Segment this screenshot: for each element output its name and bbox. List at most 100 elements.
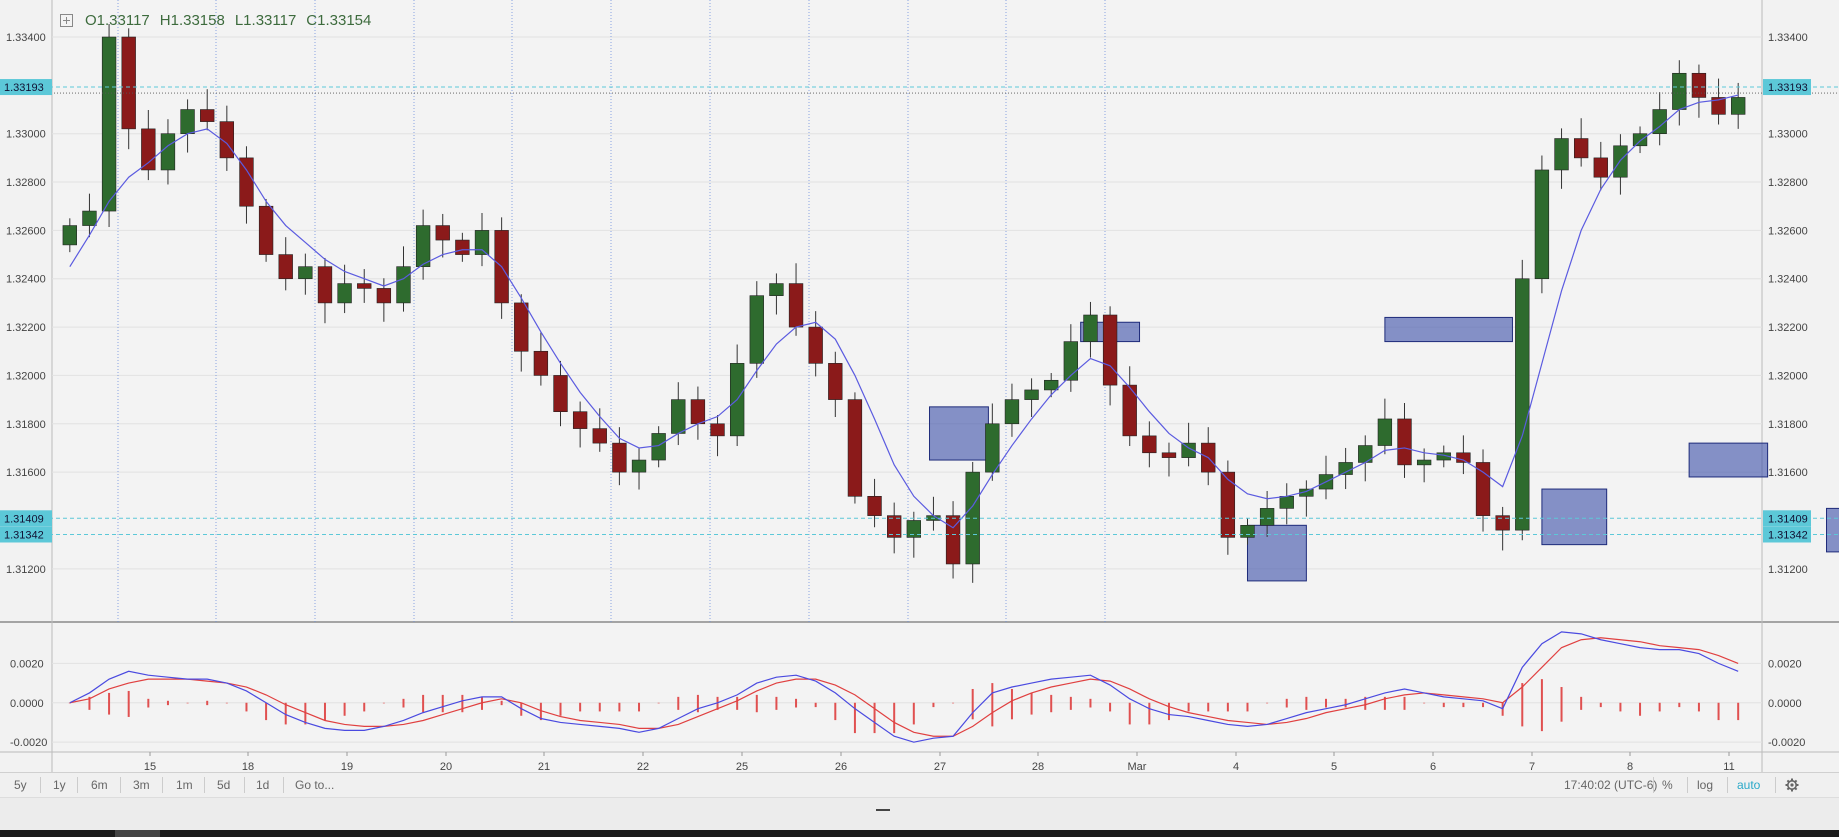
macd-histogram-bar — [638, 702, 641, 712]
macd-histogram-bar — [186, 702, 189, 704]
macd-histogram-bar — [441, 694, 444, 713]
bull-candle — [474, 230, 490, 255]
macd-histogram-bar — [1717, 702, 1720, 721]
bear-candle — [1456, 452, 1471, 463]
macd-tick-label-left: 0.0020 — [10, 658, 44, 670]
macd-histogram-bar — [736, 696, 739, 710]
price-tick-label-left: 1.33000 — [6, 129, 46, 141]
range-1y-button[interactable]: 1y — [53, 778, 66, 792]
bear-candle — [553, 375, 568, 412]
bull-candle — [631, 459, 647, 473]
macd-tick-label-left: 0.0000 — [10, 698, 44, 710]
bull-candle — [671, 399, 686, 434]
price-tick-label-left: 1.32400 — [6, 274, 46, 286]
macd-histogram-bar — [1128, 702, 1131, 725]
bear-candle — [710, 423, 725, 437]
macd-histogram-bar — [166, 700, 169, 706]
bull-candle — [985, 423, 1000, 473]
macd-histogram-bar — [1069, 696, 1072, 710]
macd-histogram-bar — [991, 683, 994, 727]
time-tick-label: 26 — [835, 761, 847, 772]
macd-histogram-bar — [1187, 702, 1190, 712]
price-tick-label-right: 1.31200 — [1768, 564, 1808, 576]
time-tick-label: 4 — [1233, 761, 1239, 772]
bear-candle — [141, 128, 156, 171]
macd-histogram-bar — [461, 694, 464, 713]
price-marker-left — [0, 526, 52, 543]
range-3m-button[interactable]: 3m — [133, 778, 150, 792]
bear-candle — [945, 515, 961, 565]
bear-candle — [572, 411, 588, 429]
bear-candle — [357, 283, 372, 289]
macd-histogram-bar — [402, 698, 405, 708]
time-tick-label: 5 — [1331, 761, 1337, 772]
bull-candle — [1632, 133, 1648, 147]
macd-histogram-bar — [598, 702, 601, 712]
settings-button[interactable] — [1785, 778, 1799, 795]
macd-histogram-bar — [1246, 702, 1249, 712]
auto-scale-toggle[interactable]: auto — [1737, 778, 1761, 792]
price-marker-label-right: 1.31409 — [1768, 513, 1808, 525]
goto-button[interactable]: Go to... — [295, 778, 335, 792]
bear-candle — [435, 225, 450, 241]
bear-candle — [239, 157, 254, 207]
range-5d-button[interactable]: 5d — [217, 778, 231, 792]
price-chart[interactable]: 1.33400 1.33400 1.33000 1.33000 1.32800 1.328… — [0, 0, 1839, 772]
bull-candle — [1652, 109, 1667, 135]
macd-histogram-bar — [382, 702, 385, 704]
collapse-handle[interactable] — [876, 809, 890, 811]
macd-histogram-bar — [1521, 683, 1524, 727]
bull-candle — [1613, 145, 1628, 178]
price-tick-label-right: 1.31600 — [1768, 467, 1808, 479]
macd-histogram-bar — [1226, 702, 1229, 712]
macd-histogram-bar — [1678, 702, 1681, 708]
bear-candle — [317, 266, 333, 304]
price-marker-right — [1763, 79, 1811, 96]
time-tick-label: 18 — [242, 761, 254, 772]
macd-histogram-bar — [88, 696, 91, 710]
range-6m-button[interactable]: 6m — [91, 778, 108, 792]
time-tick-label: 19 — [341, 761, 353, 772]
macd-histogram-bar — [422, 694, 425, 713]
macd-histogram-bar — [1540, 679, 1543, 732]
bull-candle — [1240, 525, 1255, 538]
macd-histogram-bar — [971, 688, 974, 720]
macd-histogram-bar — [225, 702, 228, 704]
log-toggle[interactable]: log — [1697, 778, 1714, 792]
taskbar-strip — [0, 830, 1839, 837]
macd-histogram-bar — [795, 698, 798, 708]
macd-histogram-bar — [539, 702, 542, 721]
time-tick-label: 25 — [736, 761, 748, 772]
time-tick-label: 7 — [1529, 761, 1535, 772]
range-5y-button[interactable]: 5y — [14, 778, 27, 792]
bear-candle — [376, 288, 392, 304]
macd-histogram-bar — [893, 702, 896, 734]
price-tick-label-right: 1.31800 — [1768, 419, 1808, 431]
bear-candle — [808, 326, 823, 364]
price-tick-label-left: 1.32200 — [6, 322, 46, 334]
bear-candle — [887, 515, 902, 538]
macd-histogram-bar — [1560, 687, 1563, 722]
macd-histogram-bar — [108, 692, 111, 715]
macd-histogram-bar — [814, 702, 817, 708]
range-1d-button[interactable]: 1d — [256, 778, 270, 792]
bear-candle — [1711, 97, 1726, 115]
price-marker-label-right: 1.31342 — [1768, 529, 1808, 541]
price-tick-label-right: 1.32000 — [1768, 370, 1808, 382]
macd-histogram-bar — [68, 702, 71, 704]
macd-histogram-bar — [1010, 688, 1013, 720]
macd-histogram-bar — [500, 700, 503, 706]
divider — [1687, 777, 1688, 793]
macd-signal-line — [69, 637, 1739, 737]
macd-tick-label-right: 0.0020 — [1768, 658, 1802, 670]
supply-demand-zone — [1688, 442, 1769, 478]
percent-toggle[interactable]: % — [1662, 778, 1673, 792]
macd-histogram-bar — [1089, 698, 1092, 708]
macd-histogram-bar — [618, 702, 621, 712]
bull-candle — [965, 471, 980, 565]
close-value: C1.33154 — [306, 12, 372, 29]
macd-histogram-bar — [579, 702, 582, 712]
expand-icon[interactable] — [60, 14, 73, 27]
price-tick-label-right: 1.32200 — [1768, 322, 1808, 334]
range-1m-button[interactable]: 1m — [176, 778, 193, 792]
